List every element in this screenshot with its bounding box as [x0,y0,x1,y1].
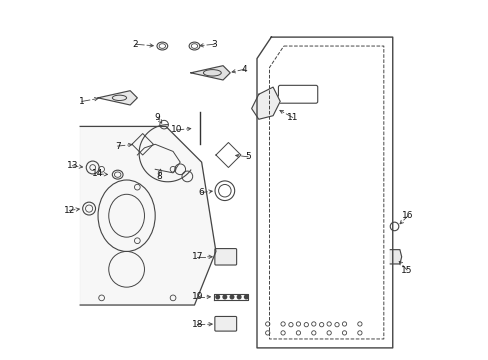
Polygon shape [190,66,230,80]
Text: 5: 5 [244,152,250,161]
Text: 14: 14 [92,170,103,179]
FancyBboxPatch shape [214,316,236,331]
Text: 15: 15 [401,266,412,275]
Text: 3: 3 [211,40,217,49]
Text: 1: 1 [79,97,84,106]
Polygon shape [251,87,280,119]
Text: 16: 16 [402,211,413,220]
Text: 13: 13 [66,161,78,170]
Circle shape [230,295,233,299]
Text: 7: 7 [115,141,121,150]
Polygon shape [389,249,401,264]
Polygon shape [80,126,216,305]
Text: 4: 4 [241,65,247,74]
Text: 6: 6 [198,188,204,197]
Circle shape [244,295,247,299]
Circle shape [216,295,219,299]
Text: 19: 19 [191,292,203,301]
Text: 18: 18 [191,320,203,329]
Text: 2: 2 [132,40,138,49]
Text: 17: 17 [191,252,203,261]
Circle shape [223,295,226,299]
Polygon shape [98,91,137,105]
FancyBboxPatch shape [278,85,317,103]
Text: 9: 9 [155,113,160,122]
FancyBboxPatch shape [214,249,236,265]
Text: 12: 12 [63,206,75,215]
Text: 8: 8 [156,172,162,181]
Text: 11: 11 [286,113,298,122]
Text: 10: 10 [170,126,182,135]
Circle shape [237,295,241,299]
